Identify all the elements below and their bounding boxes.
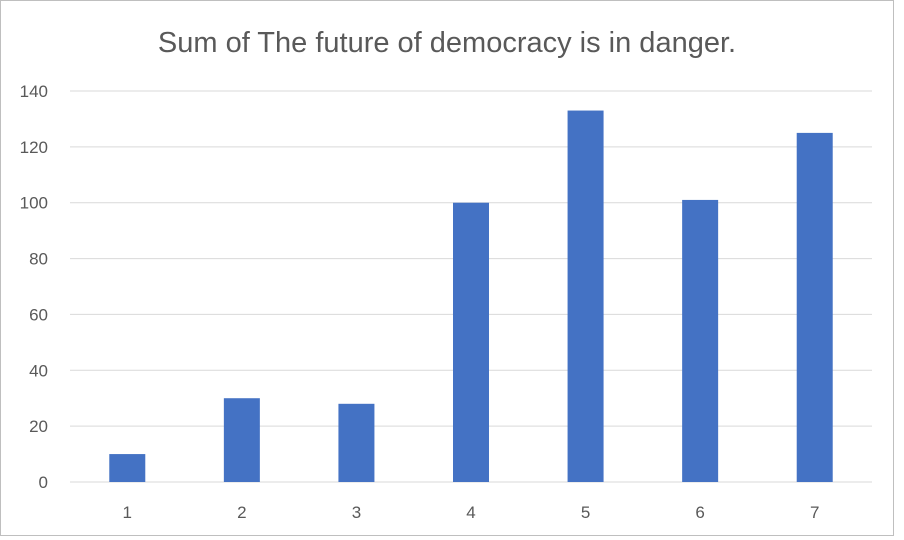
y-tick-label: 140 [20, 82, 48, 101]
bar-4 [453, 202, 489, 482]
x-axis-labels: 1 2 3 4 5 6 7 [123, 503, 820, 522]
x-tick-label: 2 [237, 503, 246, 522]
y-tick-label: 80 [29, 250, 48, 269]
y-tick-label: 100 [20, 194, 48, 213]
y-tick-label: 20 [29, 417, 48, 436]
x-tick-label: 3 [352, 503, 361, 522]
bar-1 [109, 454, 146, 482]
y-tick-label: 120 [20, 138, 48, 157]
sheet-edge [894, 0, 904, 540]
bar-7 [796, 132, 833, 482]
bars [109, 110, 833, 483]
y-axis-labels: 0 20 40 60 80 100 120 140 [20, 82, 48, 492]
y-tick-label: 40 [29, 361, 48, 380]
x-tick-label: 6 [695, 503, 704, 522]
x-tick-label: 4 [466, 503, 475, 522]
chart-title: Sum of The future of democracy is in dan… [158, 27, 736, 59]
bar-2 [223, 398, 260, 482]
bar-3 [338, 403, 375, 482]
x-tick-label: 7 [810, 503, 819, 522]
x-tick-label: 1 [123, 503, 132, 522]
x-tick-label: 5 [581, 503, 590, 522]
bar-6 [682, 199, 719, 482]
bar-5 [567, 110, 604, 483]
y-tick-label: 0 [39, 473, 48, 492]
y-tick-label: 60 [29, 305, 48, 324]
